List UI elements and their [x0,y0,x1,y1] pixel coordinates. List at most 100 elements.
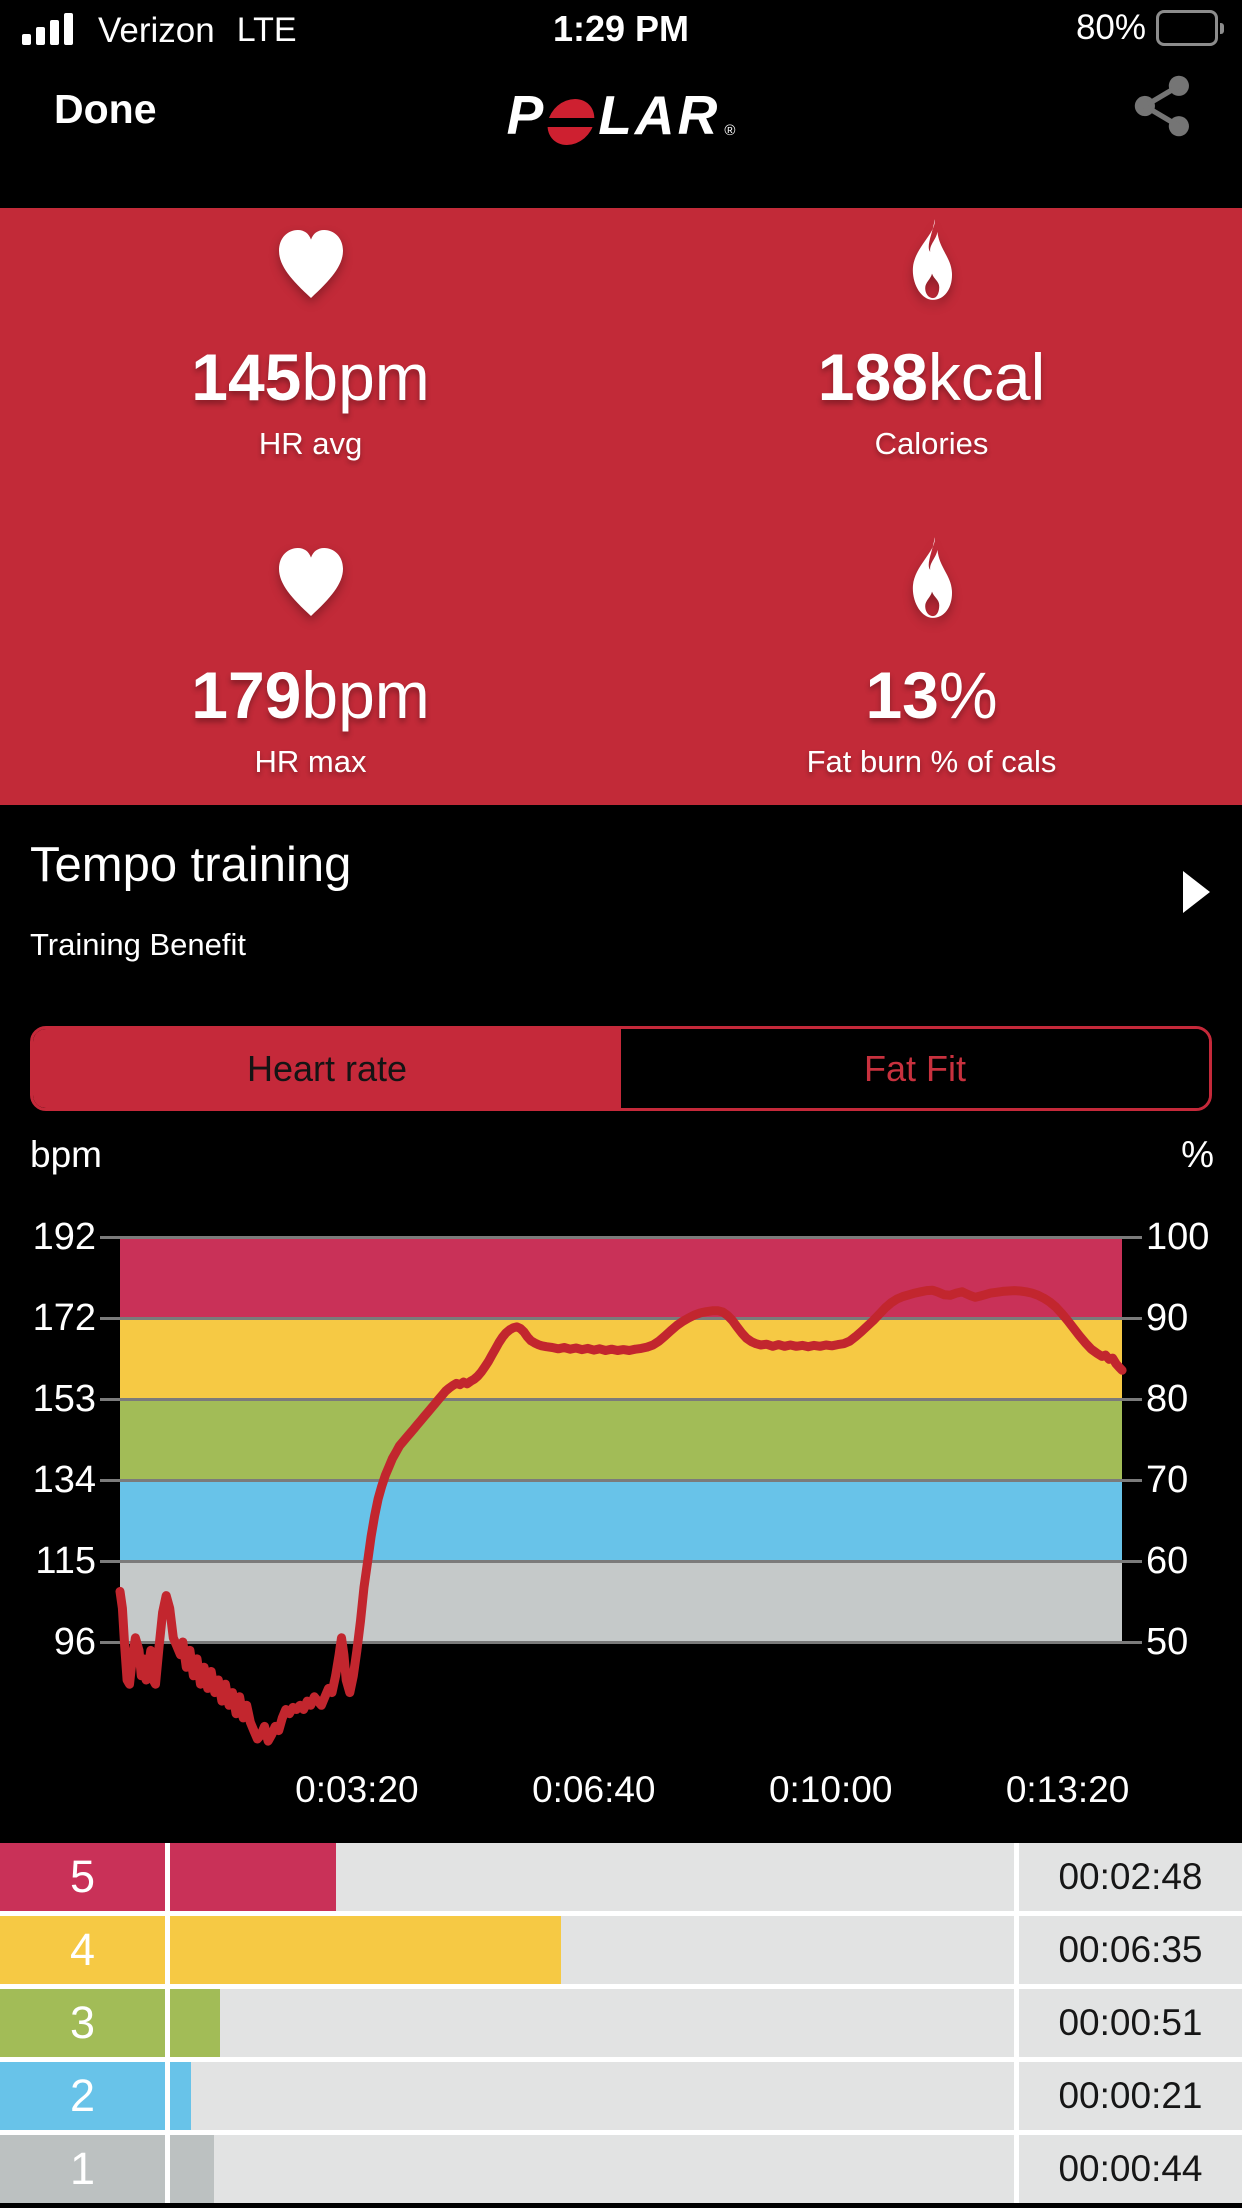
divider [1014,1916,1019,1984]
registered-trademark: ® [724,122,736,139]
zone-band-4 [120,1318,1122,1399]
y-tick-label-left: 115 [35,1540,96,1582]
zone-duration-bar-track [170,1843,1014,1911]
zone-band-5 [120,1237,1122,1318]
gridline [100,1479,1142,1482]
x-tick-label: 0:03:20 [295,1769,419,1810]
hr-zone-duration-table: 5 00:02:48 4 00:06:35 3 00:00:51 2 00:00:21 1 00:… [0,1843,1242,2203]
zone-duration-value: 00:00:51 [1019,1989,1242,2057]
y-tick-label-left: 192 [32,1216,96,1258]
zone-duration-bar-track [170,2135,1014,2203]
zone-duration-value: 00:00:21 [1019,2062,1242,2130]
zone-duration-bar-track [170,1916,1014,1984]
share-icon[interactable] [1130,72,1198,143]
heart-rate-chart[interactable]: bpm % 192 100 172 90 153 80 134 70 115 60 96 50 0:03… [0,1130,1242,1843]
chart-mode-toggle: Heart rate Fat Fit [30,1026,1212,1111]
stat-fat-burn: 13% Fat burn % of cals [621,506,1242,805]
tab-heart-rate[interactable]: Heart rate [33,1029,621,1108]
polar-logo-text-lar: LAR [598,84,721,146]
heart-icon [270,540,352,620]
battery-percent-label: 80% [1075,8,1146,47]
divider [165,2062,170,2130]
zone-band-1 [120,1561,1122,1642]
summary-stats-panel: 145bpm HR avg 188kcal Calories 179bpm HR… [0,208,1242,805]
zone-row-3: 3 00:00:51 [0,1989,1242,2057]
zone-duration-value: 00:02:48 [1019,1843,1242,1911]
zone-row-4: 4 00:06:35 [0,1916,1242,1984]
gridline [100,1641,1142,1644]
zone-row-5: 5 00:02:48 [0,1843,1242,1911]
divider [1014,1989,1019,2057]
zone-band-3 [120,1399,1122,1480]
y-tick-label-right: 70 [1146,1459,1189,1501]
zone-duration-bar-track [170,1989,1014,2057]
y-tick-label-left: 172 [32,1297,96,1339]
divider [165,1843,170,1911]
stat-hr-avg: 145bpm HR avg [0,208,621,506]
carrier-label: Verizon [98,10,215,50]
x-tick-label: 0:10:00 [768,1769,893,1810]
gridline [100,1398,1142,1401]
zone-duration-value: 00:00:44 [1019,2135,1242,2203]
heart-rate-line [115,1285,1127,1746]
flame-icon [903,219,961,302]
clock: 1:29 PM [552,8,690,49]
gridline [100,1236,1142,1239]
stat-label: Fat burn % of cals [806,744,1057,779]
polar-logo: P LAR ® [0,84,1242,146]
stat-hr-max: 179bpm HR max [0,506,621,805]
stat-value: 188kcal [817,340,1046,414]
zone-duration-bar-fill [170,2135,214,2203]
y-tick-label-left: 96 [53,1621,96,1663]
zone-duration-value: 00:06:35 [1019,1916,1242,1984]
stat-label: Calories [874,426,989,461]
polar-logo-text-p: P [506,84,547,146]
stat-value: 179bpm [191,658,430,732]
chevron-right-icon[interactable] [1183,871,1212,913]
divider [1014,2135,1019,2203]
divider [165,1989,170,2057]
zone-duration-bar-fill [170,2062,191,2130]
zone-band-2 [120,1480,1122,1561]
signal-strength-icon [22,8,84,53]
zone-row-2: 2 00:00:21 [0,2062,1242,2130]
session-header: Tempo training Training Benefit [0,805,1242,1025]
heart-icon [270,222,352,302]
zone-number-label: 3 [0,1989,165,2057]
stat-label: HR max [254,744,367,779]
battery-icon [1156,10,1224,46]
done-button[interactable]: Done [54,86,157,132]
status-bar: Verizon LTE 1:29 PM 80% [0,0,1242,58]
zone-duration-bar-fill [170,1989,220,2057]
stat-label: HR avg [258,426,363,461]
y-tick-label-right: 60 [1146,1540,1189,1582]
nav-bar: Done P LAR ® [0,58,1242,208]
session-title: Tempo training [30,838,352,892]
divider [165,1916,170,1984]
y-tick-label-right: 80 [1146,1378,1189,1420]
divider [165,2135,170,2203]
stat-value: 145bpm [191,340,430,414]
gridline [100,1560,1142,1563]
x-tick-label: 0:06:40 [532,1769,656,1810]
x-tick-label: 0:13:20 [1005,1769,1130,1810]
y-tick-label-right: 100 [1146,1216,1210,1258]
polar-logo-o-disc [544,98,599,145]
zone-duration-bar-fill [170,1843,336,1911]
zone-duration-bar-fill [170,1916,561,1984]
zone-number-label: 4 [0,1916,165,1984]
stat-value: 13% [865,658,998,732]
flame-icon [903,537,961,620]
zone-row-1: 1 00:00:44 [0,2135,1242,2203]
zone-number-label: 2 [0,2062,165,2130]
y-tick-label-left: 153 [32,1378,96,1420]
zone-number-label: 1 [0,2135,165,2203]
network-type-label: LTE [236,11,297,49]
divider [1014,1843,1019,1911]
zone-duration-bar-track [170,2062,1014,2130]
tab-fat-fit[interactable]: Fat Fit [621,1029,1209,1108]
left-axis-unit-label: bpm [30,1134,102,1175]
y-tick-label-left: 134 [32,1459,96,1501]
divider [1014,2062,1019,2130]
gridline [100,1317,1142,1320]
